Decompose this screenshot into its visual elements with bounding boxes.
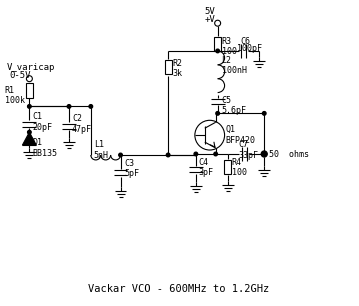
Circle shape [194, 152, 198, 156]
Bar [214, 37, 221, 51]
Circle shape [166, 153, 170, 157]
Text: Q1
BFP420: Q1 BFP420 [225, 125, 256, 145]
Text: 5V: 5V [204, 7, 215, 16]
Text: C7
33pF: C7 33pF [238, 140, 258, 159]
Text: C4
3pF: C4 3pF [199, 158, 214, 177]
Text: 0-5V: 0-5V [10, 71, 31, 80]
Text: Vackar VCO - 600MHz to 1.2GHz: Vackar VCO - 600MHz to 1.2GHz [88, 284, 270, 294]
Text: 50  ohms: 50 ohms [269, 150, 309, 159]
Circle shape [216, 112, 219, 115]
Text: V_varicap: V_varicap [6, 63, 55, 72]
Circle shape [216, 49, 219, 53]
Circle shape [262, 112, 266, 115]
Text: +V: +V [204, 15, 215, 24]
Text: C3
5pF: C3 5pF [125, 159, 140, 178]
Text: C2
47pF: C2 47pF [72, 114, 92, 134]
Circle shape [28, 105, 31, 108]
Text: 100pF: 100pF [237, 44, 262, 53]
Text: C6: C6 [241, 37, 251, 46]
Text: R4
100: R4 100 [232, 158, 247, 177]
Circle shape [119, 153, 122, 157]
Bar [26, 83, 33, 99]
Circle shape [28, 130, 31, 134]
Text: L1
5nH: L1 5nH [94, 140, 109, 159]
Text: R2
3k: R2 3k [172, 59, 182, 78]
Circle shape [261, 151, 267, 157]
Text: L2
100nH: L2 100nH [222, 56, 247, 75]
Text: D1
BB135: D1 BB135 [32, 138, 57, 158]
Text: C5
5.6pF: C5 5.6pF [222, 95, 247, 115]
Circle shape [89, 105, 93, 108]
Circle shape [214, 152, 218, 156]
Text: R3
100: R3 100 [222, 37, 237, 57]
Bar [165, 60, 172, 74]
Bar [224, 160, 231, 174]
Polygon shape [23, 132, 36, 145]
Circle shape [67, 105, 71, 108]
Text: R1
100k: R1 100k [5, 86, 25, 105]
Text: C1
20pF: C1 20pF [32, 112, 52, 132]
